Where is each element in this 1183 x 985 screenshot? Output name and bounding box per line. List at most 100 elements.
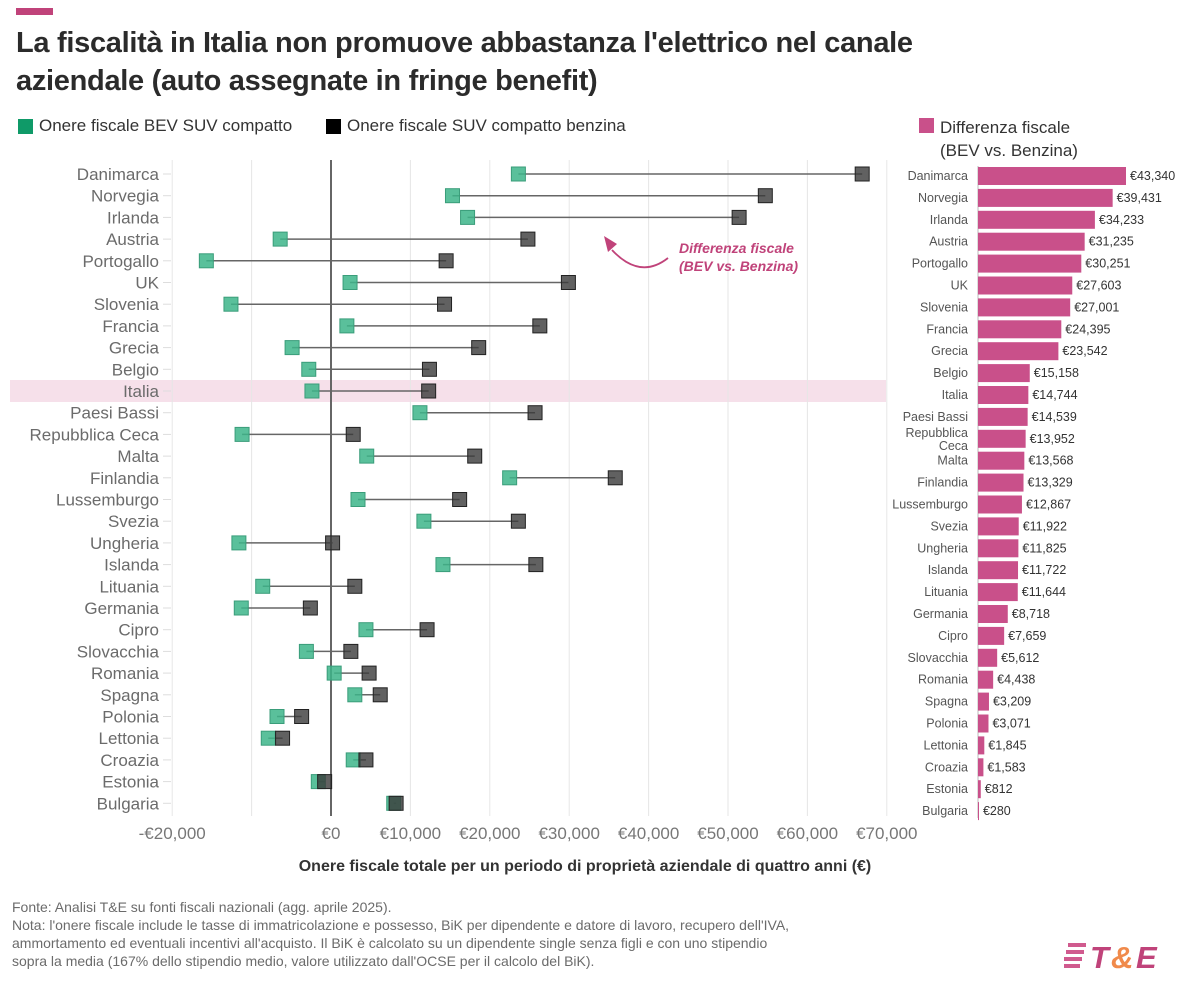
benzina-point — [325, 535, 341, 551]
bar-value-label: €3,071 — [992, 717, 1030, 731]
note-line: ammortamento ed eventuali incentivi all'… — [12, 935, 768, 951]
bev-point — [326, 665, 342, 681]
bar-category-label: Italia — [942, 388, 968, 402]
y-category-label: Paesi Bassi — [70, 404, 159, 423]
bar-category-label: Slovenia — [920, 300, 968, 314]
bar-category-label: Lettonia — [924, 738, 969, 752]
bar-category-label: Malta — [937, 454, 968, 468]
benzina-point — [532, 318, 548, 334]
bar-category-label: Cipro — [938, 629, 968, 643]
y-category-label: Repubblica Ceca — [30, 425, 160, 444]
bev-point — [198, 253, 214, 269]
bar-category-label: Austria — [929, 235, 968, 249]
bev-point — [272, 231, 288, 247]
bev-point — [339, 318, 355, 334]
y-category-label: Ungheria — [90, 534, 160, 553]
bar-value-label: €31,235 — [1089, 235, 1134, 249]
bar-category-label: Romania — [918, 673, 968, 687]
legend-swatch-bev — [18, 118, 33, 134]
benzina-point — [421, 383, 437, 399]
difference-bar — [978, 167, 1126, 185]
difference-bar — [978, 648, 998, 667]
bar-category-label: Spagna — [925, 695, 968, 709]
bar-category-label: Ungheria — [917, 541, 968, 555]
bev-point — [260, 730, 276, 746]
bar-value-label: €13,329 — [1028, 476, 1073, 490]
bar-category-label: Norvegia — [918, 191, 968, 205]
bar-category-label: Paesi Bassi — [903, 410, 968, 424]
difference-bar — [978, 386, 1029, 404]
benzina-point — [471, 340, 487, 356]
bar-value-label: €13,568 — [1028, 454, 1073, 468]
bar-value-label: €14,744 — [1032, 388, 1077, 402]
bar-category-label: UK — [951, 279, 969, 293]
benzina-point — [854, 166, 870, 182]
benzina-point — [275, 730, 291, 746]
bar-category-label: Slovacchia — [908, 651, 968, 665]
y-category-label: Belgio — [112, 360, 159, 379]
difference-bar — [978, 583, 1018, 602]
y-category-label: Cipro — [118, 621, 159, 640]
bar-category-label: Danimarca — [908, 169, 968, 183]
benzina-point — [419, 622, 435, 638]
bev-point — [342, 275, 358, 290]
difference-bar — [978, 276, 1073, 295]
bar-category-label: Finlandia — [917, 476, 968, 490]
bar-value-label: €11,825 — [1022, 541, 1066, 555]
bar-category-label: Lussemburgo — [892, 498, 968, 512]
bar-value-label: €13,952 — [1030, 432, 1075, 446]
benzina-point — [452, 492, 468, 507]
x-tick-label: €60,000 — [777, 824, 838, 843]
y-category-label: Finlandia — [90, 469, 160, 488]
difference-bar — [978, 320, 1062, 339]
benzina-point — [345, 426, 361, 442]
bar-category-label: Estonia — [926, 782, 968, 796]
difference-bar — [978, 298, 1071, 317]
chart-title: La fiscalità in Italia non promuove abba… — [16, 27, 913, 97]
accent-bar — [16, 8, 53, 15]
bev-point — [350, 492, 366, 507]
source-note: Fonte: Analisi T&E su fonti fiscali nazi… — [12, 899, 392, 915]
svg-text:E: E — [1136, 940, 1158, 974]
benzina-point — [302, 600, 318, 616]
x-tick-label: €30,000 — [538, 824, 599, 843]
benzina-point — [510, 513, 526, 529]
bar-value-label: €34,233 — [1099, 213, 1144, 227]
y-category-label: Svezia — [108, 512, 160, 531]
x-tick-label: €0 — [322, 824, 341, 843]
legend-swatch-difference — [919, 118, 934, 133]
bev-point — [304, 383, 320, 399]
benzina-point — [757, 188, 773, 204]
bev-point — [231, 535, 247, 551]
bar-category-label: Grecia — [931, 344, 968, 358]
benzina-point — [527, 405, 543, 421]
bar-value-label: €11,644 — [1022, 585, 1066, 599]
bev-point — [269, 709, 285, 724]
x-tick-label: €50,000 — [697, 824, 758, 843]
bev-point — [460, 209, 476, 225]
y-category-label: Lettonia — [99, 729, 160, 748]
benzina-point — [467, 448, 483, 464]
benzina-point — [388, 795, 404, 811]
bar-category-label: Repubblica — [905, 426, 968, 440]
benzina-point — [560, 275, 576, 290]
bar-value-label: €11,922 — [1023, 519, 1067, 533]
notes: Fonte: Analisi T&E su fonti fiscali nazi… — [12, 898, 789, 970]
bar-category-label: Ceca — [939, 439, 968, 453]
benzina-point — [731, 209, 747, 225]
y-category-label: Islanda — [104, 556, 159, 575]
bar-value-label: €4,438 — [997, 673, 1035, 687]
bar-category-label: Belgio — [933, 366, 968, 380]
bar-value-label: €3,209 — [993, 695, 1031, 709]
bev-point — [359, 448, 375, 464]
difference-bar — [978, 342, 1059, 361]
benzina-point — [358, 752, 374, 768]
bev-point — [358, 622, 374, 638]
difference-bar — [978, 495, 1022, 514]
y-category-label: Estonia — [102, 773, 159, 792]
difference-bar — [978, 364, 1030, 383]
bar-value-label: €14,539 — [1032, 410, 1077, 424]
bar-value-label: €23,542 — [1062, 344, 1107, 358]
difference-bar — [978, 561, 1019, 580]
